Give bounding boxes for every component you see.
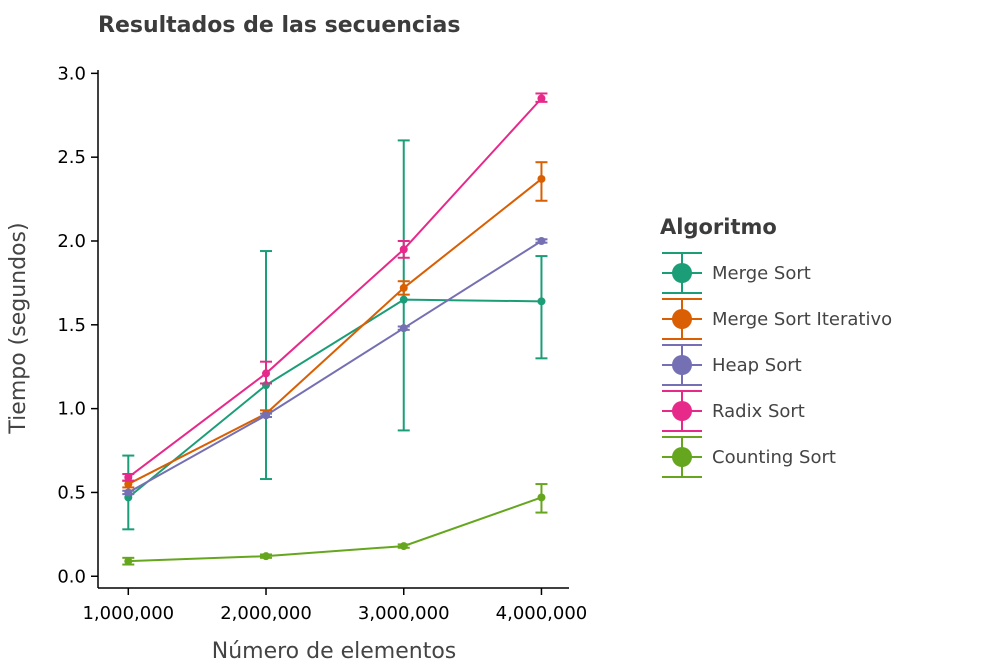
data-point [537, 94, 546, 103]
y-tick-label: 2.0 [57, 231, 86, 252]
plot-area [122, 92, 548, 566]
legend: Merge Sort Merge Sort Iterativo Heap Sort R… [662, 252, 892, 478]
data-point [262, 552, 271, 561]
legend-label: Heap Sort [712, 355, 802, 376]
x-tick-label: 1,000,000 [82, 603, 174, 624]
series-merge-sort-iterativo [122, 161, 548, 489]
data-point [124, 557, 133, 566]
legend-label: Merge Sort Iterativo [712, 309, 892, 330]
legend-marker [672, 355, 692, 375]
data-point [262, 411, 271, 420]
series-line [127, 178, 543, 485]
series-line [127, 298, 542, 499]
data-point [537, 236, 546, 245]
data-point [399, 283, 408, 292]
y-tick-label: 1.5 [57, 315, 86, 336]
legend-marker [672, 447, 692, 467]
y-axis-label: Tiempo (segundos) [6, 222, 31, 434]
axes: 0.0 0.5 1.0 1.5 2.0 2.5 3.0 1,000,000 2,000,000 3… [57, 63, 587, 624]
y-tick-label: 1.0 [57, 399, 86, 420]
data-point [399, 245, 408, 254]
y-tick-label: 0.0 [57, 566, 86, 587]
series-counting-sort [122, 483, 548, 566]
legend-item: Radix Sort [662, 390, 805, 432]
legend-item: Merge Sort [662, 252, 811, 294]
data-point [537, 174, 546, 183]
x-axis-label: Número de elementos [212, 639, 457, 664]
data-point [537, 297, 546, 306]
data-point [399, 542, 408, 551]
data-point [399, 295, 408, 304]
series-heap-sort [122, 236, 548, 497]
y-tick-label: 3.0 [57, 63, 86, 84]
legend-item: Counting Sort [662, 436, 836, 478]
data-point [124, 488, 133, 497]
x-tick-label: 2,000,000 [220, 603, 312, 624]
legend-marker [672, 401, 692, 421]
series-merge-sort [122, 139, 548, 531]
series-line [127, 240, 542, 494]
series-line [127, 97, 543, 479]
data-point [537, 493, 546, 502]
chart-title: Resultados de las secuencias [98, 13, 460, 38]
legend-label: Counting Sort [712, 447, 836, 468]
legend-label: Merge Sort [712, 263, 811, 284]
data-point [399, 324, 408, 333]
series-radix-sort [122, 92, 548, 482]
data-point [262, 369, 271, 378]
series-line [128, 496, 542, 563]
y-tick-label: 2.5 [57, 147, 86, 168]
legend-item: Merge Sort Iterativo [662, 298, 892, 340]
legend-marker [672, 309, 692, 329]
x-tick-label: 3,000,000 [358, 603, 450, 624]
data-point [124, 473, 133, 482]
y-tick-label: 0.5 [57, 482, 86, 503]
legend-marker [672, 263, 692, 283]
x-tick-label: 4,000,000 [496, 603, 588, 624]
legend-title: Algoritmo [660, 215, 777, 239]
data-point [124, 480, 133, 489]
legend-item: Heap Sort [662, 344, 802, 386]
legend-label: Radix Sort [712, 401, 805, 422]
